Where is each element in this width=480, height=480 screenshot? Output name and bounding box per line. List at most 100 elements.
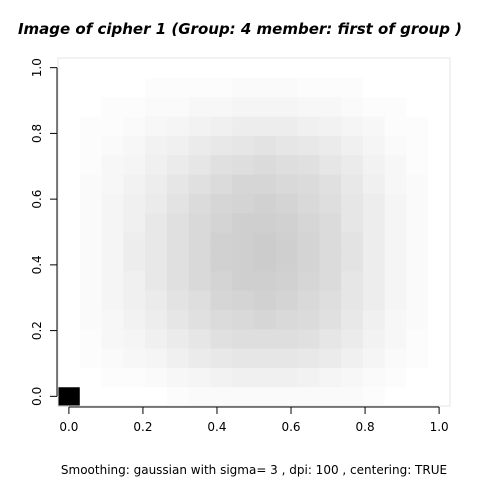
heatmap-cell bbox=[384, 367, 408, 388]
plot-frame bbox=[57, 57, 451, 407]
heatmap-cell bbox=[275, 367, 299, 388]
heatmap-cell bbox=[232, 251, 255, 272]
heatmap-cell bbox=[166, 251, 190, 272]
heatmap-cell bbox=[384, 212, 408, 233]
heatmap-cell bbox=[79, 58, 103, 78]
heatmap-cell bbox=[275, 290, 299, 310]
heatmap-cell bbox=[210, 290, 233, 310]
heatmap-cell bbox=[145, 251, 168, 272]
heatmap-cell bbox=[254, 251, 277, 272]
heatmap-cell bbox=[58, 232, 81, 252]
heatmap-cell bbox=[406, 328, 429, 349]
heatmap-cell bbox=[319, 367, 342, 388]
heatmap-cell bbox=[406, 309, 429, 330]
heatmap-cell bbox=[79, 154, 103, 175]
heatmap-cell bbox=[384, 58, 408, 78]
heatmap-cell bbox=[275, 270, 299, 291]
heatmap-cell bbox=[188, 116, 212, 136]
heatmap-cell bbox=[428, 290, 451, 310]
heatmap-cell bbox=[319, 270, 342, 291]
heatmap-cell bbox=[188, 348, 212, 368]
heatmap-cell bbox=[341, 174, 364, 194]
heatmap-cell bbox=[79, 386, 103, 407]
heatmap-cell bbox=[384, 251, 408, 272]
heatmap-cell bbox=[58, 116, 81, 136]
heatmap-cell bbox=[210, 232, 233, 252]
heatmap-cell bbox=[297, 96, 320, 117]
heatmap-cell bbox=[384, 96, 408, 117]
heatmap-cell bbox=[384, 232, 408, 252]
heatmap-cell bbox=[232, 154, 255, 175]
heatmap-cell bbox=[341, 386, 364, 407]
heatmap-cell bbox=[145, 154, 168, 175]
heatmap-cell bbox=[362, 290, 386, 310]
heatmap-cell bbox=[254, 174, 277, 194]
heatmap-cell bbox=[101, 58, 124, 78]
heatmap-cell bbox=[166, 328, 190, 349]
heatmap-cell bbox=[145, 193, 168, 214]
heatmap-cell bbox=[123, 232, 146, 252]
heatmap-cell bbox=[341, 328, 364, 349]
heatmap-cell bbox=[79, 135, 103, 156]
heatmap-cell bbox=[101, 154, 124, 175]
chart-subtitle: Smoothing: gaussian with sigma= 3 , dpi:… bbox=[60, 463, 448, 477]
heatmap-cell bbox=[101, 309, 124, 330]
heatmap-cell bbox=[319, 212, 342, 233]
heatmap-cell bbox=[406, 154, 429, 175]
heatmap-cell bbox=[384, 328, 408, 349]
heatmap-cell bbox=[123, 116, 146, 136]
heatmap-cells bbox=[58, 58, 451, 407]
heatmap-cell bbox=[406, 58, 429, 78]
heatmap-cell bbox=[406, 193, 429, 214]
heatmap-cell bbox=[297, 154, 320, 175]
heatmap-cell bbox=[123, 174, 146, 194]
heatmap-cell bbox=[166, 154, 190, 175]
heatmap-cell bbox=[145, 328, 168, 349]
heatmap-cell bbox=[232, 58, 255, 78]
heatmap-cell bbox=[254, 270, 277, 291]
heatmap-cell bbox=[275, 386, 299, 407]
heatmap-cell bbox=[341, 135, 364, 156]
heatmap-cell bbox=[362, 77, 386, 98]
heatmap-cell bbox=[166, 193, 190, 214]
heatmap-cell bbox=[188, 251, 212, 272]
heatmap-cell bbox=[145, 212, 168, 233]
heatmap-cell bbox=[166, 386, 190, 407]
heatmap-cell bbox=[188, 367, 212, 388]
heatmap-cell bbox=[232, 116, 255, 136]
heatmap-cell bbox=[297, 174, 320, 194]
heatmap-cell bbox=[319, 232, 342, 252]
heatmap-cell bbox=[188, 77, 212, 98]
heatmap-cell bbox=[166, 290, 190, 310]
heatmap-cell bbox=[232, 348, 255, 368]
heatmap-cell bbox=[341, 232, 364, 252]
heatmap-cell bbox=[232, 77, 255, 98]
heatmap-cell bbox=[58, 290, 81, 310]
heatmap-cell bbox=[232, 290, 255, 310]
heatmap-cell bbox=[79, 96, 103, 117]
heatmap-cell bbox=[297, 386, 320, 407]
heatmap-cell bbox=[166, 96, 190, 117]
heatmap-cell bbox=[79, 193, 103, 214]
heatmap-cell bbox=[275, 116, 299, 136]
heatmap-cell bbox=[319, 290, 342, 310]
heatmap-cell bbox=[297, 309, 320, 330]
heatmap-cell bbox=[123, 77, 146, 98]
heatmap-cell bbox=[384, 386, 408, 407]
heatmap-cell bbox=[101, 212, 124, 233]
heatmap-cell bbox=[341, 270, 364, 291]
heatmap-cell bbox=[58, 386, 81, 407]
y-tick-label: 0.6 bbox=[30, 190, 44, 209]
heatmap-cell bbox=[406, 251, 429, 272]
heatmap-cell bbox=[145, 348, 168, 368]
heatmap-cell bbox=[58, 193, 81, 214]
heatmap-cell bbox=[428, 193, 451, 214]
heatmap-cell bbox=[210, 96, 233, 117]
heatmap-cell bbox=[58, 212, 81, 233]
heatmap-cell bbox=[341, 193, 364, 214]
heatmap-cell bbox=[341, 154, 364, 175]
heatmap-cell bbox=[232, 212, 255, 233]
heatmap-cell bbox=[384, 290, 408, 310]
heatmap-cell bbox=[101, 232, 124, 252]
